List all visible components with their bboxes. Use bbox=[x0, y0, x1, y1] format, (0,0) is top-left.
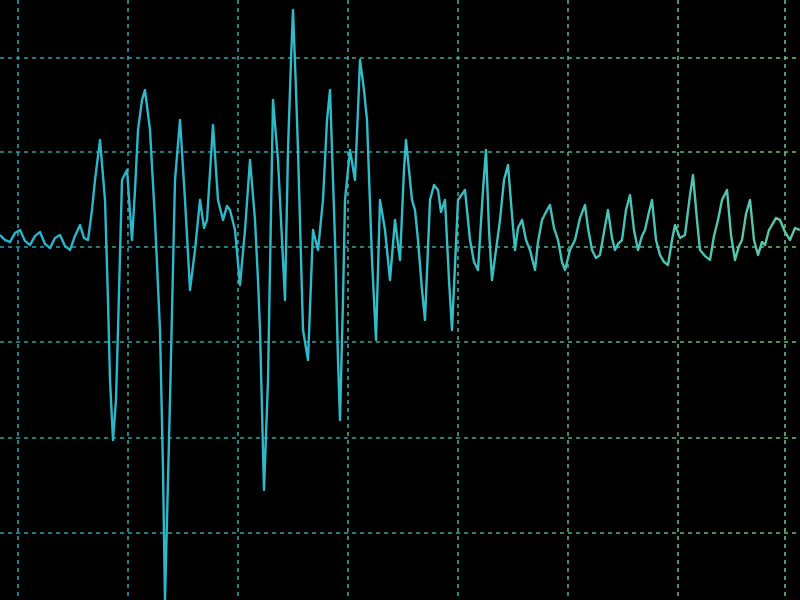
waveform bbox=[0, 8, 800, 600]
